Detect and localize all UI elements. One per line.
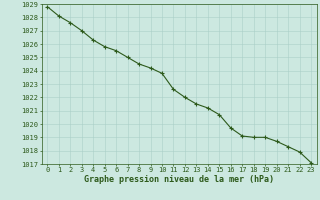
X-axis label: Graphe pression niveau de la mer (hPa): Graphe pression niveau de la mer (hPa) <box>84 175 274 184</box>
